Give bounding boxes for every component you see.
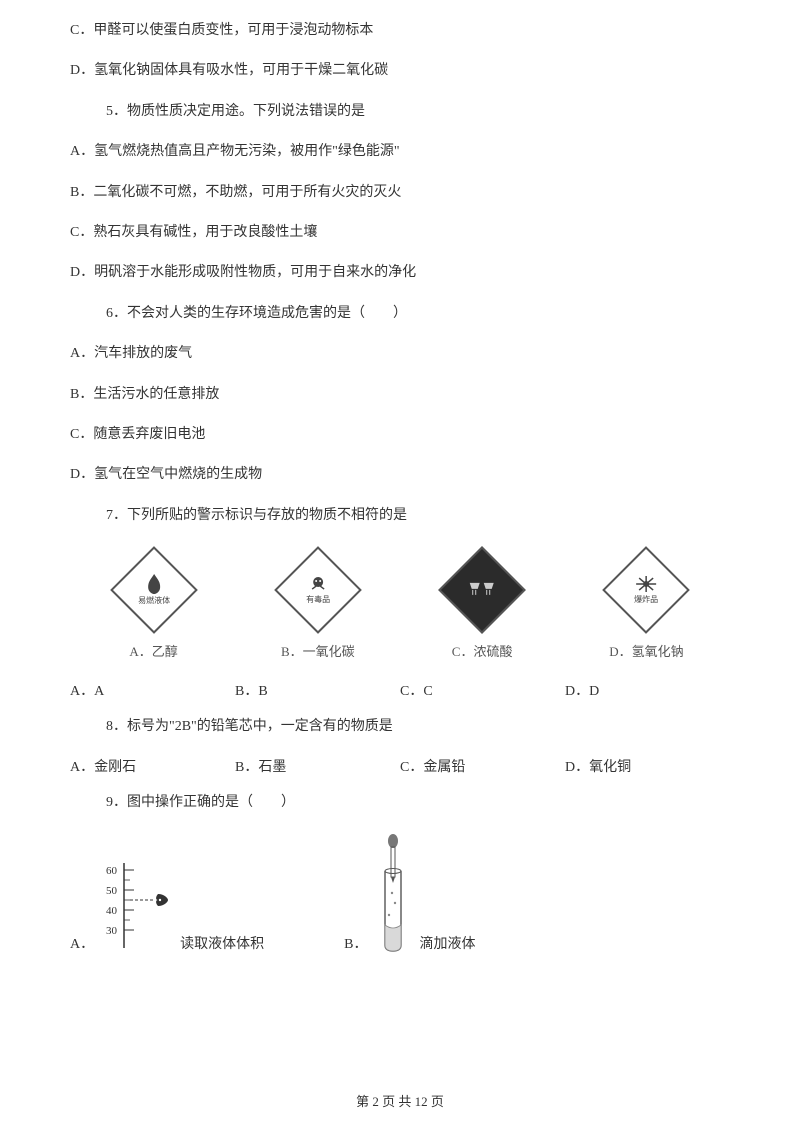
q7-opt-a: A．A <box>70 680 235 700</box>
q9-item-b: B． 滴加液体 <box>344 833 475 953</box>
warn-c-label: C．浓硫酸 <box>452 641 513 660</box>
warn-d-text: 爆炸品 <box>633 596 659 605</box>
question-9: 9．图中操作正确的是（ ） <box>70 792 730 814</box>
warn-item-b: 有毒品 B．一氧化碳 <box>244 545 391 660</box>
q5-option-d: D．明矾溶于水能形成吸附性物质，可用于自来水的净化 <box>70 262 730 284</box>
svg-text:30: 30 <box>106 925 118 937</box>
option-d-prev: D．氢氧化钠固体具有吸水性，可用于干燥二氧化碳 <box>70 60 730 82</box>
q7-options-row: A．A B．B C．C D．D <box>70 680 730 700</box>
q8-opt-b: B．石墨 <box>235 756 400 776</box>
q6-option-b: B．生活污水的任意排放 <box>70 384 730 406</box>
graduated-cylinder-icon: 60 50 40 30 <box>102 858 172 953</box>
warn-item-d: 爆炸品 D．氢氧化钠 <box>573 545 720 660</box>
toxic-icon: 有毒品 <box>274 546 362 634</box>
warn-item-c: C．浓硫酸 <box>409 545 556 660</box>
q7-opt-d: D．D <box>565 680 730 700</box>
question-8: 8．标号为"2B"的铅笔芯中，一定含有的物质是 <box>70 716 730 738</box>
q9b-prefix: B． <box>344 933 367 953</box>
dropper-tube-icon <box>375 833 411 953</box>
q5-option-c: C．熟石灰具有碱性，用于改良酸性土壤 <box>70 222 730 244</box>
page-footer: 第 2 页 共 12 页 <box>0 1091 800 1110</box>
q8-opt-c: C．金属铅 <box>400 756 565 776</box>
q9b-text: 滴加液体 <box>419 933 475 953</box>
question-6: 6．不会对人类的生存环境造成危害的是（ ） <box>70 303 730 325</box>
q7-opt-b: B．B <box>235 680 400 700</box>
q6-option-d: D．氢气在空气中燃烧的生成物 <box>70 464 730 486</box>
warn-d-label: D．氢氧化钠 <box>609 641 683 660</box>
warn-b-text: 有毒品 <box>306 596 330 605</box>
q8-options-row: A．金刚石 B．石墨 C．金属铅 D．氧化铜 <box>70 756 730 776</box>
q5-option-a: A．氢气燃烧热值高且产物无污染，被用作"绿色能源" <box>70 141 730 163</box>
q8-opt-d: D．氧化铜 <box>565 756 730 776</box>
question-5: 5．物质性质决定用途。下列说法错误的是 <box>70 101 730 123</box>
q5-option-b: B．二氧化碳不可燃，不助燃，可用于所有火灾的灭火 <box>70 182 730 204</box>
warn-b-label: B．一氧化碳 <box>281 641 355 660</box>
q7-opt-c: C．C <box>400 680 565 700</box>
q9-images-row: A． 60 50 40 30 读取液体体积 B． <box>70 833 730 953</box>
svg-text:50: 50 <box>106 885 118 897</box>
q9-item-a: A． 60 50 40 30 读取液体体积 <box>70 858 264 953</box>
q6-option-a: A．汽车排放的废气 <box>70 343 730 365</box>
corrosive-icon <box>438 546 526 634</box>
option-c-prev: C．甲醛可以使蛋白质变性，可用于浸泡动物标本 <box>70 20 730 42</box>
svg-text:60: 60 <box>106 865 118 877</box>
q6-option-c: C．随意丢弃废旧电池 <box>70 424 730 446</box>
q8-opt-a: A．金刚石 <box>70 756 235 776</box>
explosive-icon: 爆炸品 <box>603 546 691 634</box>
warn-a-label: A．乙醇 <box>129 641 177 660</box>
question-7: 7．下列所贴的警示标识与存放的物质不相符的是 <box>70 505 730 527</box>
svg-text:40: 40 <box>106 905 118 917</box>
warn-a-text: 易燃液体 <box>138 597 170 606</box>
warn-item-a: 易燃液体 A．乙醇 <box>80 545 227 660</box>
q9a-text: 读取液体体积 <box>180 933 264 953</box>
flammable-icon: 易燃液体 <box>110 546 198 634</box>
q9a-prefix: A． <box>70 933 94 953</box>
warning-signs-row: 易燃液体 A．乙醇 有毒品 B．一氧化碳 C．浓硫酸 <box>70 545 730 670</box>
